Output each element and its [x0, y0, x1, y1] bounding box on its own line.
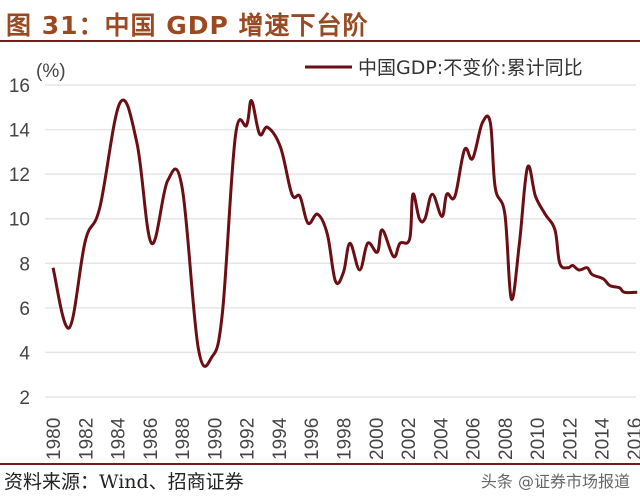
footer-divider [0, 463, 640, 465]
y-tick-label: 12 [9, 165, 30, 186]
x-tick-label: 1990 [205, 418, 226, 460]
x-tick-label: 2014 [593, 417, 614, 460]
x-tick-label: 1986 [141, 418, 162, 460]
watermark: 头条 @证券市场报道 [480, 472, 630, 491]
x-tick-label: 1980 [44, 418, 65, 460]
y-tick-label: 8 [19, 254, 30, 275]
y-tick-label: 10 [9, 210, 30, 231]
series-line-gdp [51, 98, 638, 368]
x-tick-label: 2004 [431, 417, 452, 460]
x-tick-label: 1982 [76, 418, 97, 460]
x-tick-label: 2006 [464, 418, 485, 460]
x-tick-label: 1992 [238, 418, 259, 460]
x-tick-label: 2008 [496, 418, 517, 460]
figure-title: 图 31：中国 GDP 增速下台阶 [6, 11, 369, 40]
x-tick-label: 2000 [367, 418, 388, 460]
title-divider [0, 40, 640, 42]
y-tick-label: 2 [19, 388, 30, 409]
y-tick-label: 14 [9, 121, 31, 142]
y-axis-ticks: 2 4 6 8 10 12 14 16 [9, 76, 31, 409]
y-tick-label: 4 [19, 343, 30, 364]
x-tick-label: 1994 [270, 417, 291, 460]
y-tick-label: 16 [9, 76, 30, 97]
y-axis-unit-label: (%) [36, 61, 66, 82]
gridlines [45, 84, 636, 398]
x-tick-label: 2016 [625, 418, 640, 460]
legend-label: 中国GDP:不变价:累计同比 [358, 57, 583, 79]
source-note: 资料来源：Wind、招商证券 [4, 471, 244, 493]
x-tick-label: 1996 [302, 418, 323, 460]
x-tick-label: 1988 [173, 418, 194, 460]
gdp-line-chart: 2 4 6 8 10 12 14 16 1980 1982 1984 1986 1988 1990 199… [9, 57, 640, 460]
x-tick-label: 2010 [528, 418, 549, 460]
x-tick-label: 1984 [109, 417, 130, 460]
x-tick-label: 1998 [335, 418, 356, 460]
x-tick-label: 2012 [560, 418, 581, 460]
y-tick-label: 6 [19, 299, 30, 320]
x-tick-label: 2002 [399, 418, 420, 460]
x-axis-ticks: 1980 1982 1984 1986 1988 1990 1992 1994 1996 1998… [44, 417, 640, 460]
legend: 中国GDP:不变价:累计同比 [305, 57, 583, 79]
